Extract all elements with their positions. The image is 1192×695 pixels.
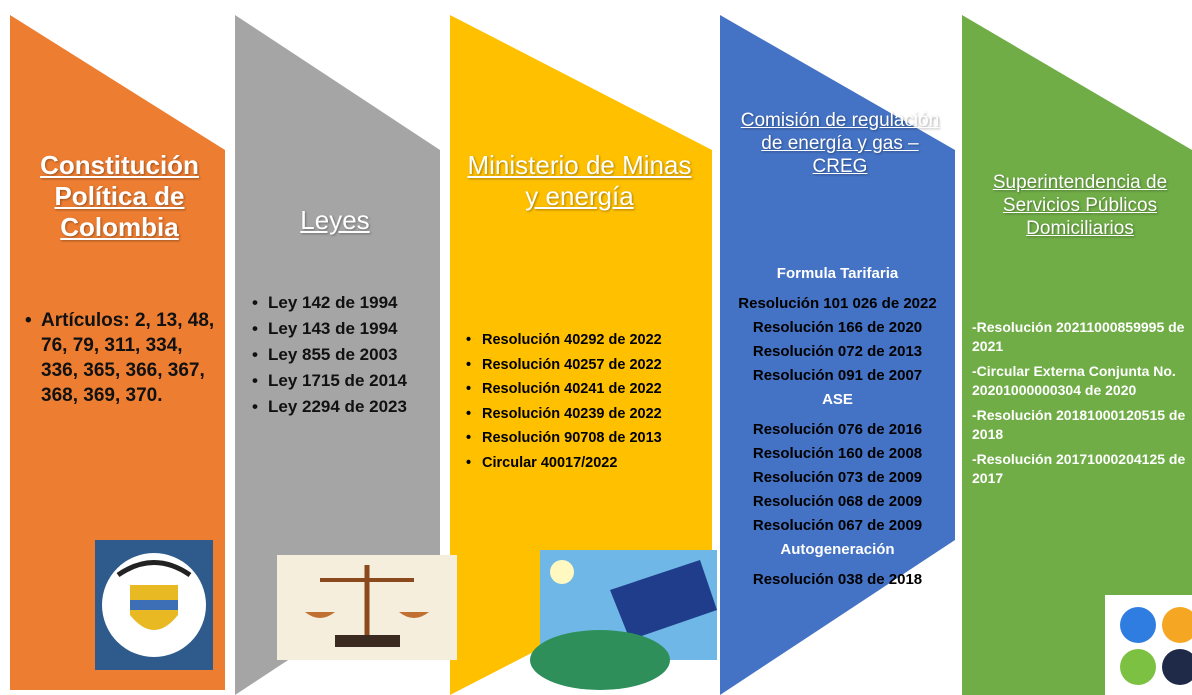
list-item: Artículos: 2, 13, 48, 76, 79, 311, 334, … (25, 308, 215, 408)
panel-title: Constitución Política de Colombia (22, 150, 217, 244)
list-item: Resolución 076 de 2016 (730, 418, 945, 442)
item-list: -Resolución 20211000859995 de 2021 -Circu… (972, 318, 1187, 494)
solar-image (530, 550, 717, 690)
section-heading: ASE (730, 388, 945, 412)
list-item: Circular 40017/2022 (466, 451, 706, 476)
page: Constitución Política de Colombia Artícul… (0, 0, 1192, 695)
scales-image (277, 555, 457, 660)
list-item: Resolución 067 de 2009 (730, 514, 945, 538)
list-item: Ley 1715 de 2014 (252, 368, 432, 394)
list-item: -Resolución 20171000204125 de 2017 (972, 450, 1187, 488)
list-item: Resolución 073 de 2009 (730, 466, 945, 490)
list-item: Resolución 068 de 2009 (730, 490, 945, 514)
list-item: -Circular Externa Conjunta No. 202010000… (972, 362, 1187, 400)
list-item: Resolución 072 de 2013 (730, 340, 945, 364)
panel-title: Leyes (245, 205, 425, 236)
list-item: Ley 142 de 1994 (252, 290, 432, 316)
panel-title: Comisión de regulación de energía y gas … (740, 110, 940, 178)
section-heading: Formula Tarifaria (730, 262, 945, 286)
list-item: Resolución 90708 de 2013 (466, 426, 706, 451)
list-item: Resolución 166 de 2020 (730, 316, 945, 340)
item-list: Formula Tarifaria Resolución 101 026 de 2… (730, 262, 945, 592)
list-item: Ley 2294 de 2023 (252, 394, 432, 420)
panel-title: Superintendencia de Servicios Públicos D… (975, 172, 1185, 240)
users-icon (1105, 595, 1192, 695)
list-item: Ley 855 de 2003 (252, 342, 432, 368)
panel-title: Ministerio de Minas y energía (462, 150, 697, 212)
section-heading: Autogeneración (730, 538, 945, 562)
list-item: -Resolución 20211000859995 de 2021 (972, 318, 1187, 356)
item-list: Ley 142 de 1994Ley 143 de 1994Ley 855 de… (252, 290, 432, 420)
list-item: Resolución 40239 de 2022 (466, 402, 706, 427)
list-item: Resolución 038 de 2018 (730, 568, 945, 592)
list-item: Ley 143 de 1994 (252, 316, 432, 342)
list-item: -Resolución 20181000120515 de 2018 (972, 406, 1187, 444)
list-item: Resolución 40292 de 2022 (466, 328, 706, 353)
list-item: Resolución 40257 de 2022 (466, 353, 706, 378)
list-item: Resolución 160 de 2008 (730, 442, 945, 466)
list-item: Resolución 101 026 de 2022 (730, 292, 945, 316)
list-item: Resolución 091 de 2007 (730, 364, 945, 388)
item-list: Artículos: 2, 13, 48, 76, 79, 311, 334, … (25, 308, 215, 408)
coat-of-arms-image (95, 540, 213, 670)
list-item: Resolución 40241 de 2022 (466, 377, 706, 402)
